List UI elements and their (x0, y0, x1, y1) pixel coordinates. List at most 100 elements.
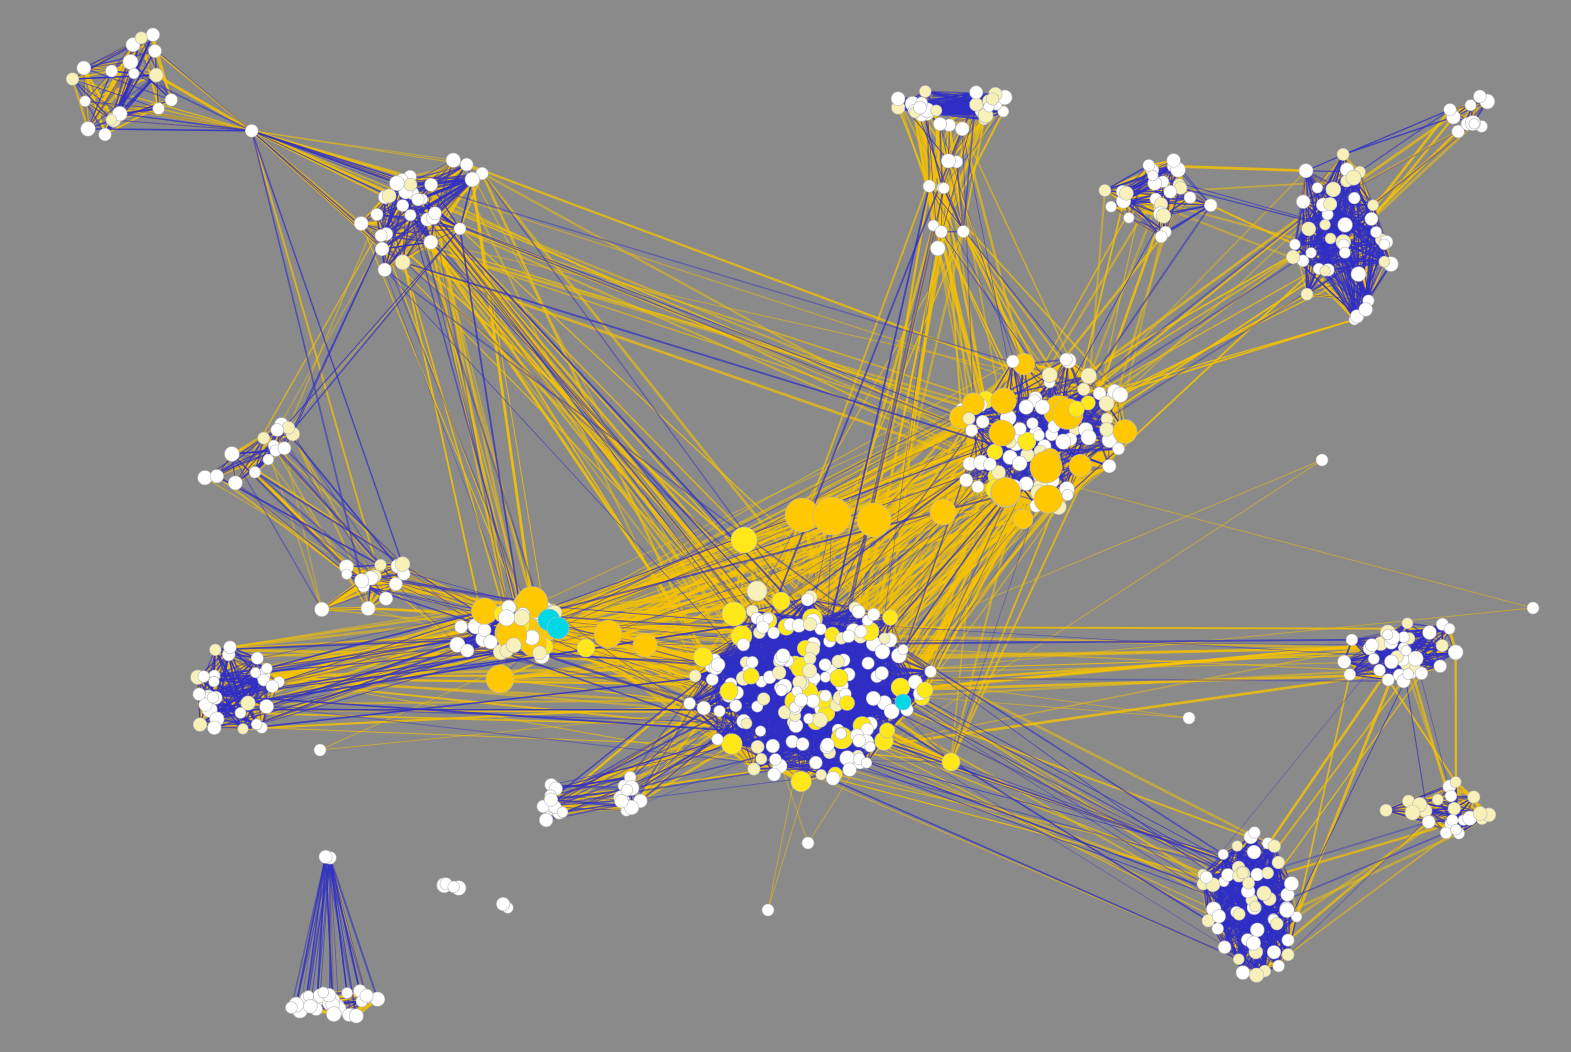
graph-node[interactable] (710, 657, 726, 672)
graph-node[interactable] (1147, 169, 1159, 182)
graph-node[interactable] (1256, 885, 1272, 901)
graph-node[interactable] (251, 718, 263, 730)
graph-node[interactable] (1323, 197, 1338, 212)
graph-node[interactable] (1443, 622, 1456, 635)
graph-node[interactable] (997, 105, 1010, 118)
graph-node[interactable] (1300, 287, 1314, 301)
graph-node[interactable] (800, 593, 814, 607)
graph-node[interactable] (765, 738, 780, 753)
graph-node[interactable] (1199, 870, 1213, 884)
graph-node[interactable] (1033, 429, 1045, 442)
graph-node[interactable] (746, 656, 759, 669)
graph-node[interactable] (688, 669, 702, 683)
graph-node[interactable] (98, 127, 112, 142)
graph-node[interactable] (428, 206, 442, 221)
graph-node[interactable] (250, 651, 264, 665)
graph-node[interactable] (1080, 367, 1097, 385)
graph-node[interactable] (1298, 163, 1314, 178)
graph-node[interactable] (134, 31, 148, 45)
graph-node[interactable] (1267, 839, 1281, 853)
graph-node[interactable] (922, 179, 936, 193)
isolate-5[interactable] (313, 743, 327, 757)
graph-node[interactable] (411, 193, 425, 207)
graph-node[interactable] (802, 617, 817, 632)
graph-node[interactable] (395, 254, 411, 270)
graph-node[interactable] (1378, 238, 1391, 251)
gold-hub-9[interactable] (593, 619, 623, 649)
graph-node[interactable] (1290, 911, 1303, 923)
graph-node[interactable] (1246, 935, 1261, 951)
graph-node[interactable] (1272, 959, 1285, 973)
node-layer[interactable] (65, 27, 1540, 1024)
graph-node[interactable] (1231, 840, 1243, 852)
graph-node[interactable] (65, 72, 80, 86)
graph-node[interactable] (80, 121, 96, 137)
graph-node[interactable] (1006, 354, 1020, 369)
graph-node[interactable] (460, 643, 475, 658)
graph-node[interactable] (1305, 247, 1317, 259)
graph-node[interactable] (209, 643, 222, 656)
graph-node[interactable] (348, 1008, 364, 1024)
graph-node[interactable] (1336, 147, 1350, 161)
graph-node[interactable] (128, 67, 140, 80)
graph-node[interactable] (1450, 823, 1462, 836)
graph-node[interactable] (860, 757, 873, 769)
graph-node[interactable] (882, 609, 899, 626)
graph-node[interactable] (1447, 644, 1464, 660)
graph-node[interactable] (1217, 940, 1232, 954)
graph-node[interactable] (353, 216, 369, 231)
graph-node[interactable] (736, 638, 750, 652)
graph-node[interactable] (941, 153, 956, 169)
graph-node[interactable] (381, 188, 397, 204)
graph-node[interactable] (1246, 844, 1262, 860)
graph-node[interactable] (1324, 232, 1337, 245)
graph-node[interactable] (250, 667, 262, 679)
graph-node[interactable] (747, 762, 761, 776)
graph-node[interactable] (1473, 89, 1487, 104)
graph-node[interactable] (389, 175, 405, 191)
graph-node[interactable] (819, 689, 832, 702)
graph-node[interactable] (1270, 917, 1284, 931)
graph-node[interactable] (261, 662, 273, 675)
graph-node[interactable] (802, 663, 817, 678)
graph-node[interactable] (919, 85, 932, 98)
graph-node[interactable] (374, 558, 387, 572)
graph-node[interactable] (149, 67, 164, 83)
graph-node[interactable] (1468, 118, 1480, 130)
graph-node[interactable] (197, 670, 210, 683)
graph-node[interactable] (1012, 455, 1028, 472)
graph-node[interactable] (812, 712, 828, 728)
graph-node[interactable] (477, 623, 492, 637)
graph-node[interactable] (192, 687, 206, 701)
graph-node[interactable] (1267, 945, 1282, 960)
graph-node[interactable] (148, 44, 162, 58)
graph-node[interactable] (326, 1006, 342, 1022)
graph-node[interactable] (965, 423, 978, 437)
graph-node[interactable] (105, 64, 118, 78)
graph-node[interactable] (955, 121, 970, 137)
graph-node[interactable] (228, 475, 243, 491)
graph-node[interactable] (1404, 804, 1421, 821)
graph-node[interactable] (795, 737, 810, 751)
graph-node[interactable] (378, 591, 393, 606)
graph-node[interactable] (285, 1001, 298, 1014)
graph-node[interactable] (1271, 855, 1285, 870)
graph-node[interactable] (1026, 417, 1039, 430)
graph-node[interactable] (538, 812, 554, 828)
graph-node[interactable] (756, 620, 770, 634)
graph-node[interactable] (245, 124, 259, 138)
graph-node[interactable] (145, 27, 160, 42)
graph-node[interactable] (1017, 431, 1037, 451)
graph-node[interactable] (532, 645, 547, 661)
graph-node[interactable] (1155, 208, 1171, 224)
graph-node[interactable] (971, 480, 985, 494)
graph-node[interactable] (496, 896, 511, 911)
graph-node[interactable] (1343, 668, 1356, 681)
graph-node[interactable] (1248, 826, 1261, 839)
graph-node[interactable] (1163, 185, 1177, 199)
graph-node[interactable] (505, 637, 522, 654)
graph-node[interactable] (460, 157, 474, 172)
graph-node[interactable] (1204, 198, 1218, 212)
graph-node[interactable] (374, 229, 388, 242)
gold-hub-7[interactable] (929, 498, 957, 526)
